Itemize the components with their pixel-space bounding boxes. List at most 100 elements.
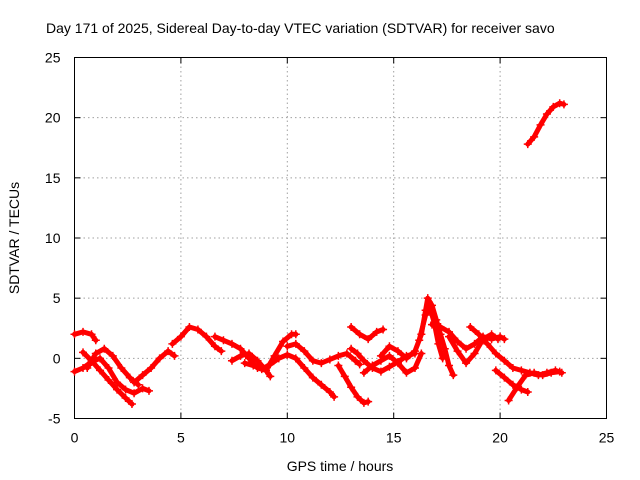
series-track22 bbox=[523, 99, 568, 149]
data-point-marker bbox=[83, 363, 92, 372]
data-point-marker bbox=[417, 349, 426, 358]
data-point-marker bbox=[513, 383, 522, 392]
data-point-marker bbox=[359, 398, 368, 407]
data-point-marker bbox=[104, 363, 113, 372]
data-point-marker bbox=[257, 365, 266, 374]
data-point-marker bbox=[168, 339, 177, 348]
data-point-marker bbox=[100, 344, 109, 353]
x-tick-label: 25 bbox=[599, 430, 615, 446]
data-point-marker bbox=[249, 361, 258, 370]
data-point-marker bbox=[355, 330, 364, 339]
data-point-marker bbox=[170, 351, 179, 360]
data-point-marker bbox=[219, 336, 228, 345]
data-point-marker bbox=[291, 330, 300, 339]
x-tick-label: 0 bbox=[71, 430, 79, 446]
data-point-marker bbox=[364, 335, 373, 344]
data-point-marker bbox=[117, 363, 126, 372]
data-point-marker bbox=[402, 354, 411, 363]
data-point-marker bbox=[491, 366, 500, 375]
data-point-marker bbox=[493, 335, 502, 344]
data-point-marker bbox=[508, 380, 517, 389]
data-point-marker bbox=[410, 347, 419, 356]
data-point-marker bbox=[355, 360, 364, 369]
data-point-marker bbox=[491, 349, 500, 358]
data-point-marker bbox=[347, 383, 356, 392]
series-track11 bbox=[334, 361, 373, 407]
data-point-marker bbox=[308, 356, 317, 365]
data-point-marker bbox=[240, 359, 249, 368]
x-axis-label: GPS time / hours bbox=[287, 458, 394, 474]
x-tick-label: 20 bbox=[492, 430, 508, 446]
y-tick-label: -5 bbox=[48, 411, 61, 427]
data-point-marker bbox=[236, 344, 245, 353]
data-point-marker bbox=[508, 363, 517, 372]
data-point-marker bbox=[138, 384, 147, 393]
data-point-marker bbox=[415, 336, 424, 345]
data-series bbox=[70, 99, 568, 409]
y-tick-label: 15 bbox=[45, 170, 61, 186]
x-tick-label: 5 bbox=[177, 430, 185, 446]
data-point-marker bbox=[500, 373, 509, 382]
data-point-marker bbox=[300, 347, 309, 356]
series-line bbox=[131, 348, 177, 385]
series-line bbox=[361, 351, 424, 376]
data-point-marker bbox=[517, 385, 526, 394]
data-point-marker bbox=[79, 327, 88, 336]
series-track9 bbox=[240, 350, 339, 401]
data-point-marker bbox=[359, 356, 368, 365]
data-point-marker bbox=[523, 388, 532, 397]
axis-ticks bbox=[74, 57, 607, 419]
data-point-marker bbox=[393, 347, 402, 356]
series-track14 bbox=[359, 349, 426, 377]
data-point-marker bbox=[351, 356, 360, 365]
data-point-marker bbox=[274, 354, 283, 363]
data-point-marker bbox=[410, 363, 419, 372]
data-point-marker bbox=[121, 385, 130, 394]
x-tick-labels: 0 5 10 15 20 25 bbox=[71, 430, 615, 446]
data-point-marker bbox=[379, 325, 388, 334]
data-point-marker bbox=[96, 354, 105, 363]
series-track2 bbox=[70, 327, 100, 345]
data-point-marker bbox=[334, 351, 343, 360]
data-point-marker bbox=[266, 372, 275, 381]
data-point-marker bbox=[283, 342, 292, 351]
data-point-marker bbox=[474, 330, 483, 339]
data-point-marker bbox=[470, 339, 479, 348]
y-tick-label: 5 bbox=[53, 290, 61, 306]
data-point-marker bbox=[317, 380, 326, 389]
data-point-marker bbox=[530, 368, 539, 377]
data-point-marker bbox=[353, 349, 362, 358]
y-axis-label: SDTVAR / TECUs bbox=[6, 182, 22, 294]
data-point-marker bbox=[438, 354, 447, 363]
data-point-marker bbox=[87, 330, 96, 339]
data-point-marker bbox=[436, 323, 445, 332]
data-point-marker bbox=[368, 361, 377, 370]
data-point-marker bbox=[549, 102, 558, 111]
data-point-marker bbox=[547, 368, 556, 377]
data-point-marker bbox=[279, 337, 288, 346]
data-point-marker bbox=[334, 361, 343, 370]
data-point-marker bbox=[353, 392, 362, 401]
data-point-marker bbox=[453, 337, 462, 346]
chart-title: Day 171 of 2025, Sidereal Day-to-day VTE… bbox=[46, 20, 555, 36]
data-point-marker bbox=[155, 354, 164, 363]
data-point-marker bbox=[91, 336, 100, 345]
x-tick-label: 15 bbox=[386, 430, 402, 446]
data-point-marker bbox=[227, 356, 236, 365]
data-point-marker bbox=[462, 344, 471, 353]
data-point-marker bbox=[421, 311, 430, 320]
y-tick-label: 25 bbox=[45, 50, 61, 66]
series-track13 bbox=[347, 323, 388, 344]
data-point-marker bbox=[202, 332, 211, 341]
data-point-marker bbox=[376, 367, 385, 376]
data-point-marker bbox=[244, 349, 253, 358]
series-track4 bbox=[83, 344, 143, 389]
data-point-marker bbox=[91, 349, 100, 358]
series-track8 bbox=[227, 349, 275, 381]
data-point-marker bbox=[542, 110, 551, 119]
y-tick-label: 0 bbox=[53, 350, 61, 366]
series-track6 bbox=[168, 323, 226, 356]
data-point-marker bbox=[104, 375, 113, 384]
data-point-marker bbox=[127, 400, 136, 409]
grid-lines bbox=[74, 57, 607, 419]
